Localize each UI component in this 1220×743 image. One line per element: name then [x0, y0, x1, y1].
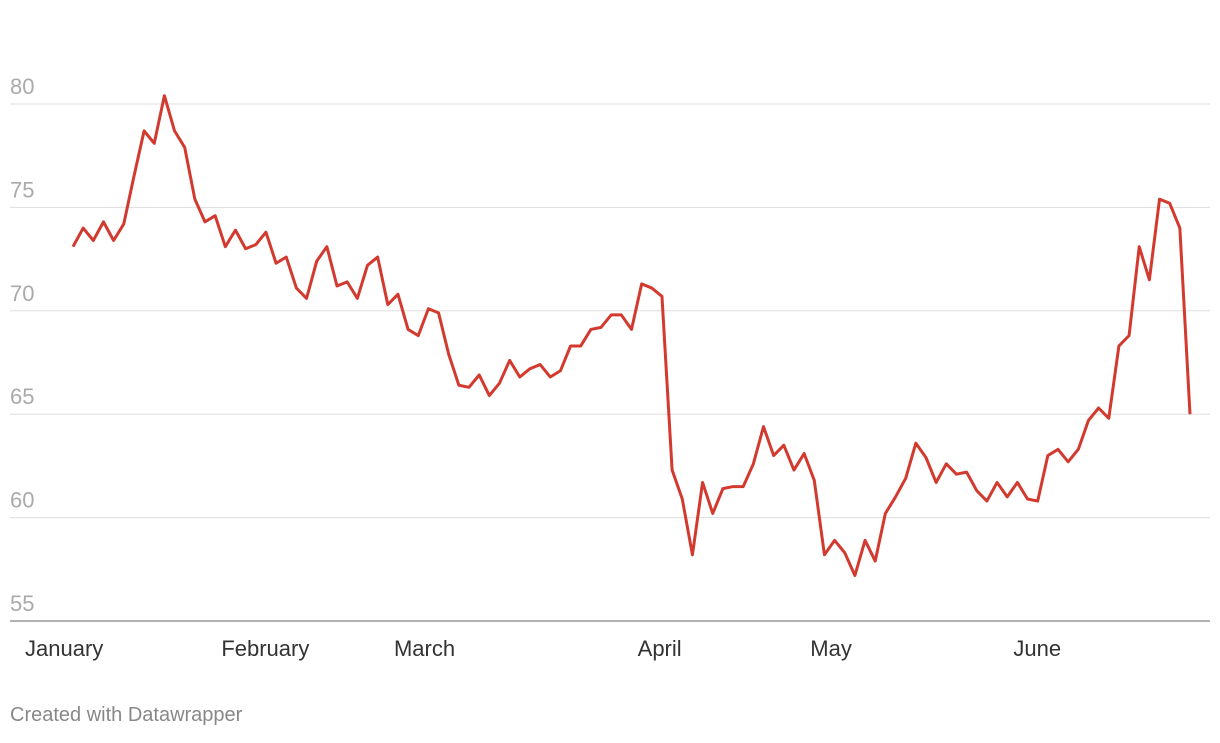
x-tick-label: June — [1013, 636, 1061, 661]
y-tick-label: 75 — [10, 177, 34, 202]
y-tick-label: 60 — [10, 488, 34, 513]
footer: Created with Datawrapper — [10, 704, 243, 726]
y-tick-label: 55 — [10, 591, 34, 616]
y-tick-label: 80 — [10, 74, 34, 99]
x-tick-label: March — [394, 636, 455, 661]
line — [71, 94, 1192, 578]
y-tick-label: 65 — [10, 384, 34, 409]
y-tick-label: 70 — [10, 281, 34, 306]
x-tick-label: February — [221, 636, 309, 661]
x-tick-label: May — [810, 636, 852, 661]
x-tick-label: April — [638, 636, 682, 661]
x-tick-label: January — [25, 636, 103, 661]
